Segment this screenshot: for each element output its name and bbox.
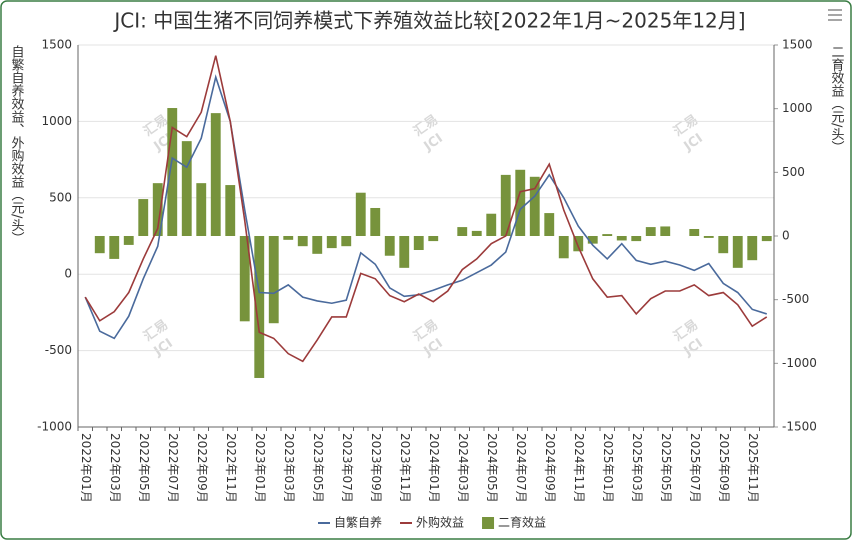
bar	[616, 236, 627, 241]
legend-label: 二育效益	[498, 515, 546, 530]
line	[84, 74, 767, 340]
bar	[732, 236, 743, 268]
bar	[573, 236, 584, 252]
x-tick-label: 2025年07月	[688, 433, 702, 503]
x-tick-label: 2023年07月	[340, 433, 354, 503]
bar	[399, 236, 410, 268]
y2-tick-label: 500	[782, 165, 805, 179]
x-tick-label: 2025年05月	[659, 433, 673, 503]
x-tick-label: 2024年11月	[572, 433, 586, 503]
bar	[181, 141, 192, 236]
x-tick-label: 2022年03月	[108, 433, 122, 503]
x-tick-label: 2023年05月	[311, 433, 325, 503]
bar	[94, 236, 105, 254]
bar	[660, 226, 671, 236]
y-tick-label: 500	[49, 190, 72, 204]
bar	[645, 227, 656, 236]
x-tick-label: 2025年03月	[630, 433, 644, 503]
x-tick-label: 2024年07月	[514, 433, 528, 503]
y2-axis-label: 二育效益（元/头）	[829, 45, 845, 153]
x-tick-label: 2024年03月	[456, 433, 470, 503]
x-tick-label: 2022年05月	[137, 433, 151, 503]
bar	[457, 227, 468, 236]
bar	[602, 234, 613, 236]
bar	[761, 236, 772, 242]
bar	[544, 213, 555, 236]
x-tick-label: 2022年11月	[224, 433, 238, 503]
bar	[225, 185, 236, 236]
bar	[370, 207, 381, 236]
bar	[312, 236, 323, 254]
x-tick-label: 2023年01月	[253, 433, 267, 503]
bar	[558, 236, 569, 259]
chart-title: JCI: 中国生猪不同饲养模式下养殖效益比较[2022年1月~2025年12月]	[112, 9, 745, 33]
y-axis-label: 自繁自养效益、外购效益（元/头）	[9, 45, 25, 244]
y2-tick-label: -1500	[782, 420, 817, 434]
y-tick-label: 1000	[41, 114, 72, 128]
y2-tick-label: 0	[782, 229, 790, 243]
x-tick-label: 2023年11月	[398, 433, 412, 503]
bar	[486, 213, 497, 236]
bar	[109, 236, 120, 259]
bar	[167, 108, 178, 236]
line	[84, 55, 768, 363]
bar	[239, 236, 250, 322]
bar	[326, 236, 337, 249]
y-tick-label: -1000	[37, 420, 72, 434]
bar	[718, 236, 729, 254]
bar	[355, 192, 366, 236]
x-tick-label: 2024年05月	[485, 433, 499, 503]
x-tick-label: 2023年09月	[369, 433, 383, 503]
y2-tick-label: 1500	[782, 38, 813, 52]
y2-tick-label: -500	[782, 292, 809, 306]
bar	[138, 199, 149, 236]
bar	[297, 236, 308, 247]
bar	[268, 236, 279, 324]
bar	[384, 236, 395, 256]
x-tick-label: 2025年09月	[717, 433, 731, 503]
bar	[123, 236, 134, 245]
bar	[471, 230, 482, 236]
x-tick-label: 2022年09月	[195, 433, 209, 503]
legend-label: 自繁自养	[334, 515, 382, 530]
bar	[152, 183, 163, 236]
bar	[254, 236, 265, 378]
legend-swatch	[482, 517, 495, 529]
x-tick-label: 2025年01月	[601, 433, 615, 503]
bar	[413, 236, 424, 251]
bar	[703, 236, 714, 238]
x-tick-label: 2022年07月	[166, 433, 180, 503]
legend-label: 外购效益	[416, 515, 464, 530]
x-tick-label: 2024年09月	[543, 433, 557, 503]
x-tick-label: 2023年03月	[282, 433, 296, 503]
y2-tick-label: 1000	[782, 101, 813, 115]
bar	[515, 169, 526, 236]
x-tick-label: 2025年11月	[746, 433, 760, 503]
bar	[283, 236, 294, 240]
bar	[500, 174, 511, 236]
bar	[587, 236, 598, 244]
x-tick-label: 2024年01月	[427, 433, 441, 503]
bar	[631, 236, 642, 242]
x-tick-label: 2022年01月	[79, 433, 93, 503]
y-tick-label: 0	[64, 267, 72, 281]
y-tick-label: 1500	[41, 38, 72, 52]
bar	[196, 183, 207, 236]
bar	[428, 236, 439, 242]
bar	[689, 228, 700, 236]
bar	[210, 113, 221, 236]
bar	[341, 236, 352, 247]
bar	[529, 176, 540, 236]
menu-icon[interactable]	[828, 9, 842, 21]
y2-tick-label: -1000	[782, 356, 817, 370]
bar	[747, 236, 758, 261]
y-tick-label: -500	[45, 343, 72, 357]
